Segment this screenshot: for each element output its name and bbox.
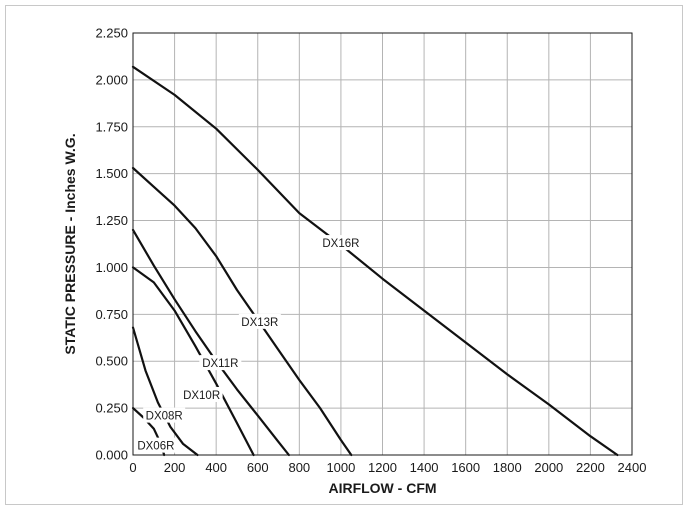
series-line-dx13r [131,166,353,457]
curve-label-bg [134,437,177,453]
y-tick-label: 0.750 [95,307,128,322]
x-tick-label: 1600 [451,460,480,475]
y-tick-label: 1.500 [95,166,128,181]
x-tick-label: 600 [247,460,269,475]
x-tick-label: 0 [129,460,136,475]
y-axis-title: STATIC PRESSURE - Inches W.G. [62,133,78,354]
x-tick-label: 1400 [410,460,439,475]
curve-label-bg [319,235,362,251]
y-tick-label: 2.250 [95,26,128,41]
curve-label-bg [238,313,281,329]
x-tick-label: 1200 [368,460,397,475]
curve-label-dx10r: DX10R [183,390,220,402]
curve-label-dx08r: DX08R [146,411,183,423]
curve-label-dx16r: DX16R [322,238,359,250]
x-axis-title: AIRFLOW - CFM [328,480,436,496]
x-tick-label: 400 [205,460,227,475]
x-tick-label: 2200 [576,460,605,475]
curve-label-bg [199,355,242,371]
y-tick-label: 0.500 [95,354,128,369]
x-tick-label: 2400 [618,460,647,475]
x-tick-label: 1800 [493,460,522,475]
curve-label-bg [143,407,186,423]
y-axis-ticks: 0.000 0.250 0.500 0.750 1.000 1.250 1.500 1.750… [95,26,128,463]
x-axis-ticks: 0 200 400 600 800 1000 1200 1400 1600 1800 2000 220… [129,460,646,475]
series-line-dx16r [131,65,619,457]
series-line-dx10r [131,266,255,457]
curve-label-dx13r: DX13R [241,317,278,329]
plot-area-border [132,32,633,456]
x-tick-label: 1000 [326,460,355,475]
y-tick-label: 1.750 [95,119,128,134]
y-tick-label: 2.000 [95,72,128,87]
y-tick-label: 0.250 [95,401,128,416]
curve-label-bg [180,386,223,402]
y-tick-label: 0.000 [95,448,128,463]
curve-label-dx06r: DX06R [137,441,174,453]
grid-lines [133,33,632,455]
x-tick-label: 2000 [534,460,563,475]
y-tick-label: 1.250 [95,213,128,228]
curve-label-dx11r: DX11R [202,358,238,370]
x-tick-label: 800 [288,460,310,475]
y-tick-label: 1.000 [95,260,128,275]
x-tick-label: 200 [164,460,186,475]
